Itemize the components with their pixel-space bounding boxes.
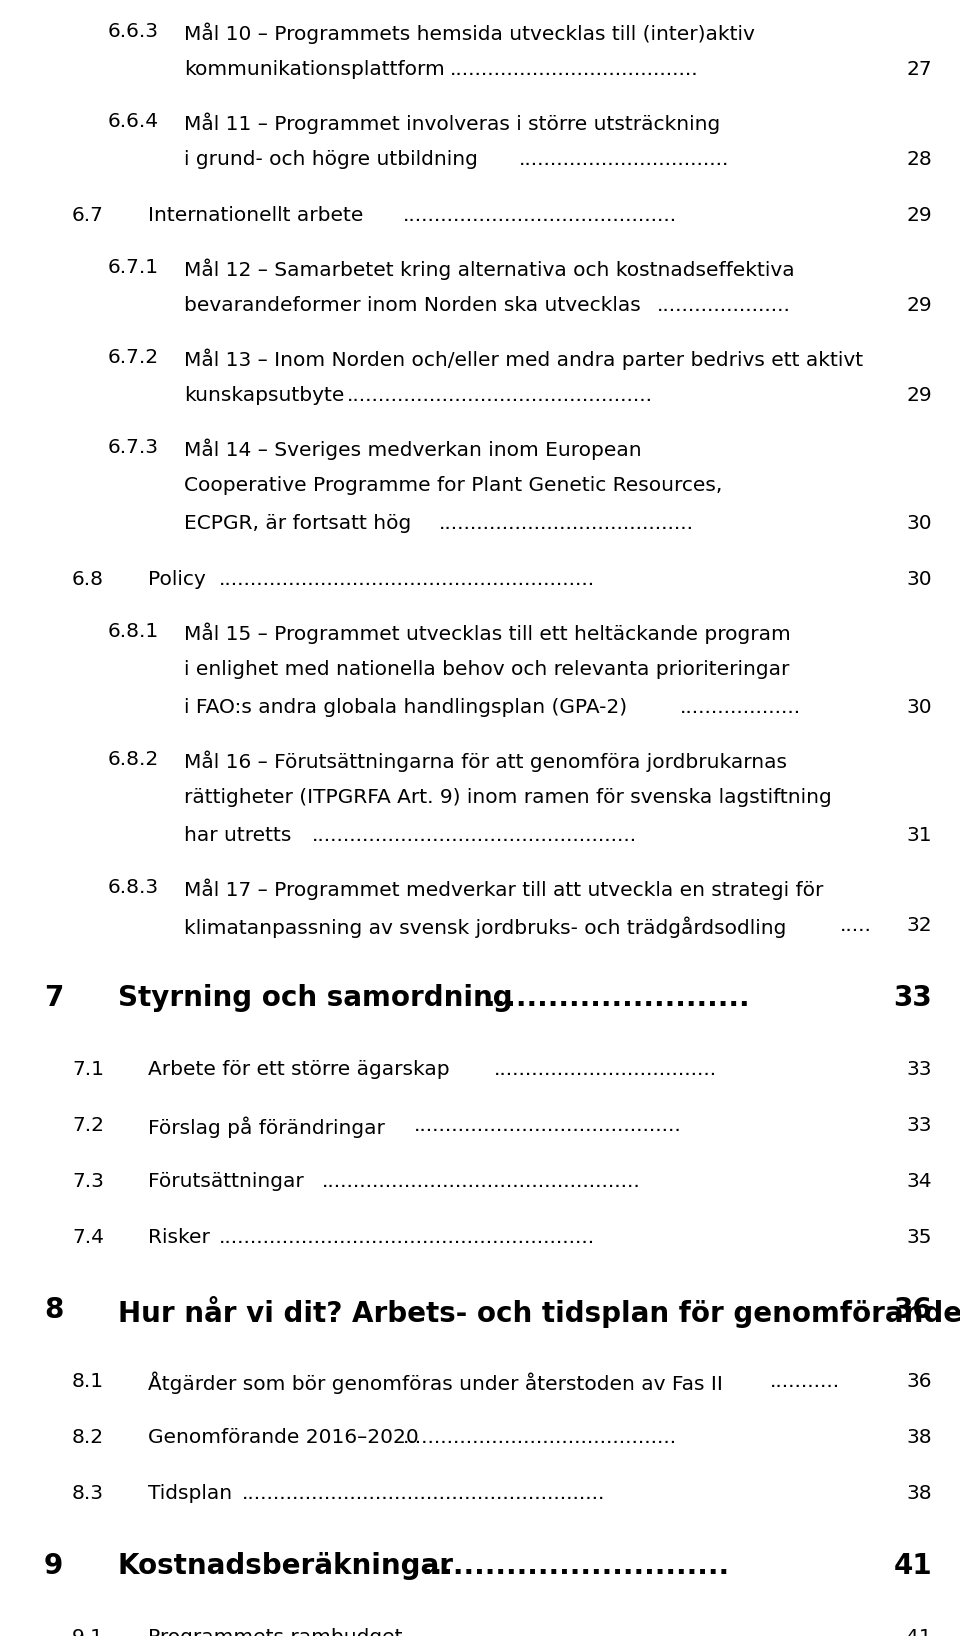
Text: ..................................................: ........................................… xyxy=(323,1171,641,1191)
Text: ...........................................................: ........................................… xyxy=(219,1229,595,1247)
Text: .........................................................: ........................................… xyxy=(242,1484,605,1503)
Text: Förutsättningar: Förutsättningar xyxy=(148,1171,303,1191)
Text: ...........................................: ........................................… xyxy=(402,1428,677,1446)
Text: Styrning och samordning: Styrning och samordning xyxy=(118,983,513,1013)
Text: 7.4: 7.4 xyxy=(72,1229,104,1247)
Text: 41: 41 xyxy=(906,1628,932,1636)
Text: ........................................: ........................................ xyxy=(439,514,693,533)
Text: Mål 16 – Förutsättningarna för att genomföra jordbrukarnas: Mål 16 – Förutsättningarna för att genom… xyxy=(184,749,787,772)
Text: 6.7.2: 6.7.2 xyxy=(108,348,159,366)
Text: Mål 17 – Programmet medverkar till att utveckla en strategi för: Mål 17 – Programmet medverkar till att u… xyxy=(184,879,824,900)
Text: i enlighet med nationella behov och relevanta prioriteringar: i enlighet med nationella behov och rele… xyxy=(184,659,789,679)
Text: 27: 27 xyxy=(906,61,932,79)
Text: har utretts: har utretts xyxy=(184,826,292,846)
Text: 41: 41 xyxy=(894,1553,932,1580)
Text: 8.3: 8.3 xyxy=(72,1484,104,1503)
Text: .................................: ................................. xyxy=(519,151,730,169)
Text: i grund- och högre utbildning: i grund- och högre utbildning xyxy=(184,151,478,169)
Text: 9: 9 xyxy=(44,1553,63,1580)
Text: 8.1: 8.1 xyxy=(72,1373,104,1391)
Text: 32: 32 xyxy=(906,916,932,936)
Text: 7: 7 xyxy=(44,983,63,1013)
Text: 29: 29 xyxy=(906,206,932,226)
Text: 30: 30 xyxy=(906,569,932,589)
Text: Mål 11 – Programmet involveras i större utsträckning: Mål 11 – Programmet involveras i större … xyxy=(184,111,720,134)
Text: Kostnadsberäkningar: Kostnadsberäkningar xyxy=(118,1553,454,1580)
Text: 6.8.2: 6.8.2 xyxy=(108,749,159,769)
Text: Policy: Policy xyxy=(148,569,205,589)
Text: ...................: ................... xyxy=(680,699,801,717)
Text: 33: 33 xyxy=(906,1060,932,1080)
Text: 30: 30 xyxy=(906,514,932,533)
Text: ..........................................: ........................................… xyxy=(414,1116,682,1135)
Text: Mål 12 – Samarbetet kring alternativa och kostnadseffektiva: Mål 12 – Samarbetet kring alternativa oc… xyxy=(184,258,795,280)
Text: 6.6.4: 6.6.4 xyxy=(108,111,159,131)
Text: 29: 29 xyxy=(906,386,932,406)
Text: 6.6.3: 6.6.3 xyxy=(108,21,159,41)
Text: 36: 36 xyxy=(906,1373,932,1391)
Text: Mål 14 – Sveriges medverkan inom European: Mål 14 – Sveriges medverkan inom Europea… xyxy=(184,438,641,460)
Text: 6.7.3: 6.7.3 xyxy=(108,438,159,456)
Text: .......................................: ....................................... xyxy=(450,61,699,79)
Text: 6.7.1: 6.7.1 xyxy=(108,258,159,276)
Text: 8.2: 8.2 xyxy=(72,1428,104,1446)
Text: 6.8.1: 6.8.1 xyxy=(108,622,159,641)
Text: Genomförande 2016–2020: Genomförande 2016–2020 xyxy=(148,1428,419,1446)
Text: ...........: ........... xyxy=(770,1373,840,1391)
Text: 7.2: 7.2 xyxy=(72,1116,104,1135)
Text: 36: 36 xyxy=(893,1296,932,1324)
Text: Programmets rambudget: Programmets rambudget xyxy=(148,1628,402,1636)
Text: Åtgärder som bör genomföras under återstoden av Fas II: Åtgärder som bör genomföras under återst… xyxy=(148,1373,723,1394)
Text: ................................................: ........................................… xyxy=(347,386,653,406)
Text: Mål 13 – Inom Norden och/eller med andra parter bedrivs ett aktivt: Mål 13 – Inom Norden och/eller med andra… xyxy=(184,348,863,370)
Text: 33: 33 xyxy=(906,1116,932,1135)
Text: kunskapsutbyte: kunskapsutbyte xyxy=(184,386,345,406)
Text: 7.1: 7.1 xyxy=(72,1060,104,1080)
Text: Tidsplan: Tidsplan xyxy=(148,1484,232,1503)
Text: 28: 28 xyxy=(906,151,932,169)
Text: .............................: ............................. xyxy=(420,1553,729,1580)
Text: 34: 34 xyxy=(906,1171,932,1191)
Text: ............................................: ........................................… xyxy=(391,1628,672,1636)
Text: bevarandeformer inom Norden ska utvecklas: bevarandeformer inom Norden ska utveckla… xyxy=(184,296,640,316)
Text: Internationellt arbete: Internationellt arbete xyxy=(148,206,364,226)
Text: Mål 15 – Programmet utvecklas till ett heltäckande program: Mål 15 – Programmet utvecklas till ett h… xyxy=(184,622,791,643)
Text: Förslag på förändringar: Förslag på förändringar xyxy=(148,1116,385,1137)
Text: 6.8: 6.8 xyxy=(72,569,104,589)
Text: Hur når vi dit? Arbets- och tidsplan för genomförande: Hur når vi dit? Arbets- och tidsplan för… xyxy=(118,1296,960,1328)
Text: ...........................................: ........................................… xyxy=(402,206,677,226)
Text: 9.1: 9.1 xyxy=(72,1628,104,1636)
Text: Arbete för ett större ägarskap: Arbete för ett större ägarskap xyxy=(148,1060,449,1080)
Text: i FAO:s andra globala handlingsplan (GPA-2): i FAO:s andra globala handlingsplan (GPA… xyxy=(184,699,627,717)
Text: .....: ..... xyxy=(840,916,873,936)
Text: 6.8.3: 6.8.3 xyxy=(108,879,159,897)
Text: kommunikationsplattform: kommunikationsplattform xyxy=(184,61,444,79)
Text: .........................: ......................... xyxy=(484,983,750,1013)
Text: 30: 30 xyxy=(906,699,932,717)
Text: rättigheter (ITPGRFA Art. 9) inom ramen för svenska lagstiftning: rättigheter (ITPGRFA Art. 9) inom ramen … xyxy=(184,789,831,807)
Text: ECPGR, är fortsatt hög: ECPGR, är fortsatt hög xyxy=(184,514,411,533)
Text: 38: 38 xyxy=(906,1428,932,1446)
Text: klimatanpassning av svensk jordbruks- och trädgårdsodling: klimatanpassning av svensk jordbruks- oc… xyxy=(184,916,786,937)
Text: 33: 33 xyxy=(893,983,932,1013)
Text: Risker: Risker xyxy=(148,1229,210,1247)
Text: ...................................: ................................... xyxy=(494,1060,717,1080)
Text: Mål 10 – Programmets hemsida utvecklas till (inter)aktiv: Mål 10 – Programmets hemsida utvecklas t… xyxy=(184,21,755,44)
Text: ...................................................: ........................................… xyxy=(312,826,637,846)
Text: ...........................................................: ........................................… xyxy=(219,569,595,589)
Text: .....................: ..................... xyxy=(657,296,790,316)
Text: 6.7: 6.7 xyxy=(72,206,104,226)
Text: Cooperative Programme for Plant Genetic Resources,: Cooperative Programme for Plant Genetic … xyxy=(184,476,722,496)
Text: 29: 29 xyxy=(906,296,932,316)
Text: 8: 8 xyxy=(44,1296,63,1324)
Text: 7.3: 7.3 xyxy=(72,1171,104,1191)
Text: 31: 31 xyxy=(906,826,932,846)
Text: 35: 35 xyxy=(906,1229,932,1247)
Text: 38: 38 xyxy=(906,1484,932,1503)
